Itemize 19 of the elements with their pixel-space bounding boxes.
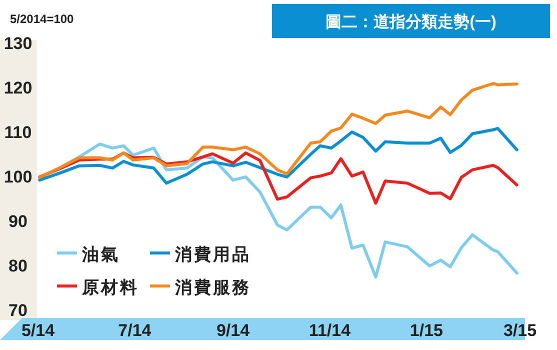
x-tick-label: 5/14: [21, 321, 56, 340]
legend-label: 消費服務: [174, 278, 251, 297]
y-tick-label: 110: [4, 123, 32, 142]
x-tick-label: 9/14: [216, 321, 250, 340]
y-axis-title: 5/2014=100: [10, 12, 74, 26]
legend-label: 油氣: [81, 245, 120, 264]
x-tick-label: 3/15: [503, 321, 537, 340]
y-tick-label: 100: [4, 168, 32, 186]
x-tick-label: 11/14: [308, 321, 352, 340]
y-tick-label: 70: [8, 301, 28, 320]
legend-label: 消費用品: [174, 245, 251, 264]
x-tick-label: 1/15: [410, 321, 443, 340]
legend-label: 原材料: [81, 278, 139, 297]
y-tick-label: 130: [4, 34, 32, 53]
y-tick-label: 80: [8, 256, 28, 276]
x-tick-label: 7/14: [118, 321, 152, 340]
y-tick-label: 120: [4, 78, 32, 98]
y-tick-label: 90: [8, 212, 28, 231]
chart-title: 圖二：道指分類走勢(一): [326, 13, 496, 31]
